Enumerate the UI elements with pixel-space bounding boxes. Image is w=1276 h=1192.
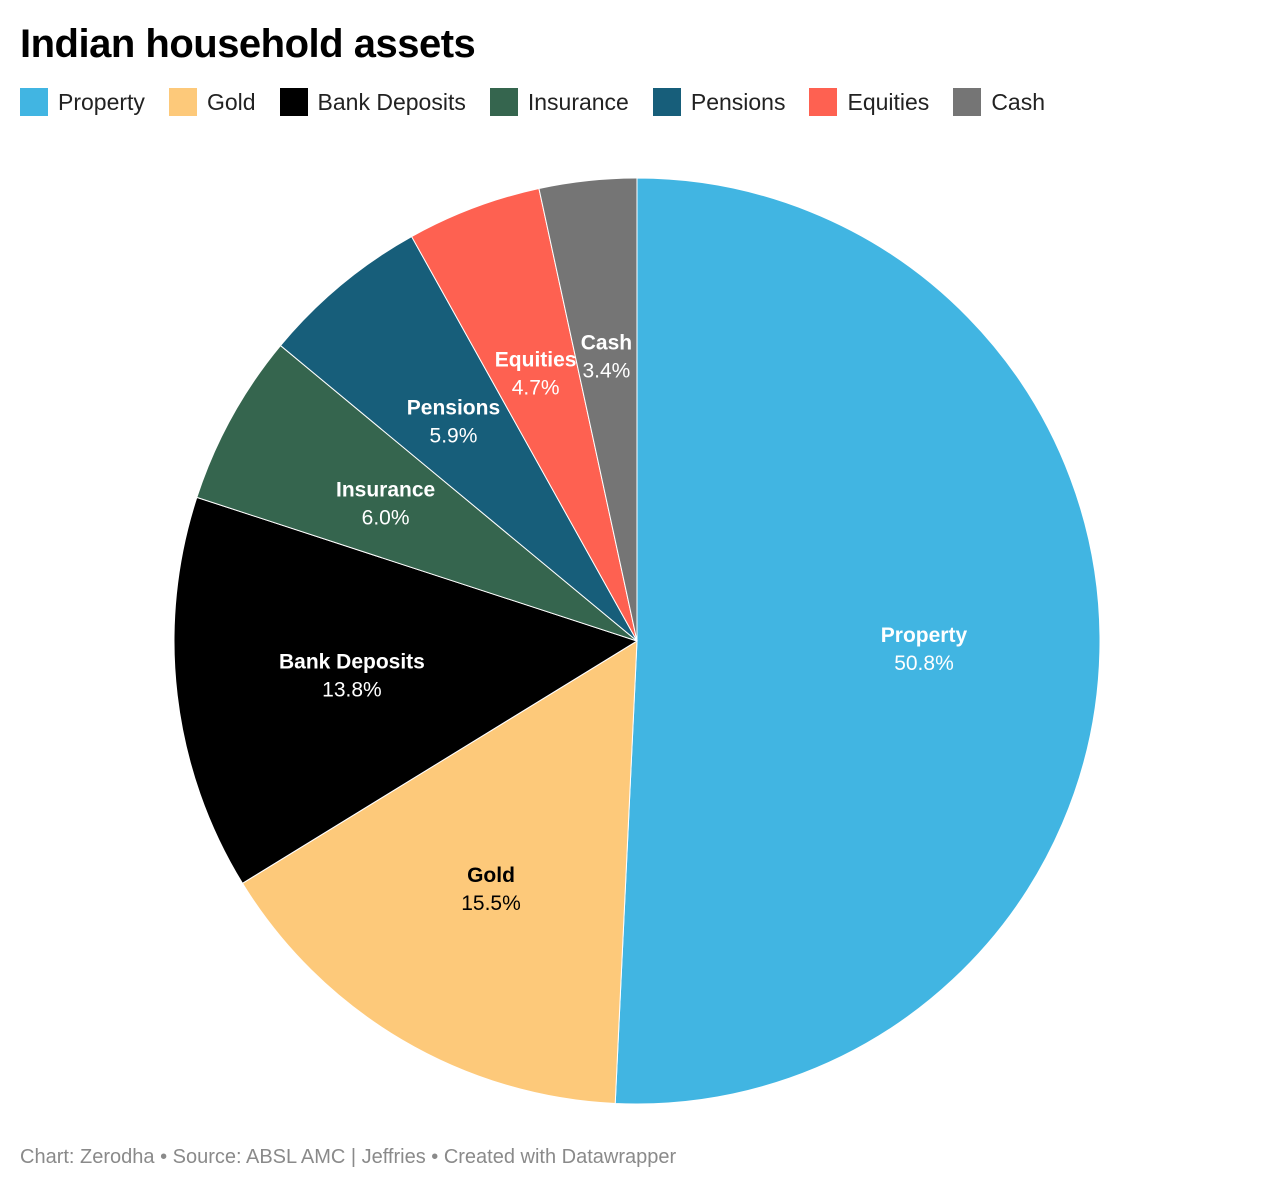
slice-label-equities: Equities xyxy=(495,348,577,371)
slice-value-cash: 3.4% xyxy=(582,360,630,383)
slice-label-pensions: Pensions xyxy=(407,396,500,419)
legend-swatch-insurance xyxy=(489,88,518,116)
legend-item-insurance: Insurance xyxy=(489,88,629,116)
legend-label-gold: Gold xyxy=(206,88,256,115)
slice-value-equities: 4.7% xyxy=(512,376,560,399)
chart-title: Indian household assets xyxy=(20,22,476,66)
legend-label-bank-deposits: Bank Deposits xyxy=(317,88,466,115)
slice-value-bank-deposits: 13.8% xyxy=(322,679,382,702)
legend-swatch-property xyxy=(20,88,48,116)
slice-label-bank-deposits: Bank Deposits xyxy=(279,651,425,674)
legend-swatch-bank-deposits xyxy=(279,88,308,116)
slice-label-property: Property xyxy=(881,624,968,647)
pie-slice-cash xyxy=(538,177,638,642)
legend-item-cash: Cash xyxy=(953,88,1045,116)
slice-value-pensions: 5.9% xyxy=(430,424,478,447)
slice-value-insurance: 6.0% xyxy=(362,506,410,529)
legend-label-pensions: Pensions xyxy=(690,88,786,115)
legend-label-equities: Equities xyxy=(847,88,930,115)
chart-legend: Property Gold Bank Deposits Insurance Pensio… xyxy=(20,88,1069,116)
slice-value-gold: 15.5% xyxy=(461,892,521,915)
legend-item-equities: Equities xyxy=(809,88,929,116)
legend-swatch-pensions xyxy=(652,88,681,116)
legend-item-bank-deposits: Bank Deposits xyxy=(279,88,466,116)
pie-slice-gold xyxy=(241,640,638,1105)
legend-label-cash: Cash xyxy=(991,88,1046,115)
pie-slice-pensions xyxy=(279,235,638,642)
legend-item-gold: Gold xyxy=(168,88,256,116)
pie-slice-property xyxy=(614,177,1101,1105)
pie-slice-insurance xyxy=(196,344,638,642)
slice-label-insurance: Insurance xyxy=(336,478,435,501)
slice-label-gold: Gold xyxy=(467,864,515,887)
legend-label-insurance: Insurance xyxy=(527,88,629,115)
legend-swatch-equities xyxy=(809,88,838,116)
legend-item-pensions: Pensions xyxy=(652,88,786,116)
slice-label-cash: Cash xyxy=(581,332,632,355)
legend-swatch-gold xyxy=(168,88,197,116)
slice-value-property: 50.8% xyxy=(894,652,954,675)
pie-slice-bank-deposits xyxy=(173,496,639,885)
pie-labels: Property 50.8% Gold 15.5% Bank Deposits 13.8%… xyxy=(279,332,967,916)
legend-swatch-cash xyxy=(953,88,982,116)
legend-label-property: Property xyxy=(58,88,145,115)
pie-slices xyxy=(173,177,1101,1105)
chart-footer: Chart: Zerodha • Source: ABSL AMC | Jeff… xyxy=(20,1146,677,1168)
legend-item-property: Property xyxy=(20,88,145,116)
